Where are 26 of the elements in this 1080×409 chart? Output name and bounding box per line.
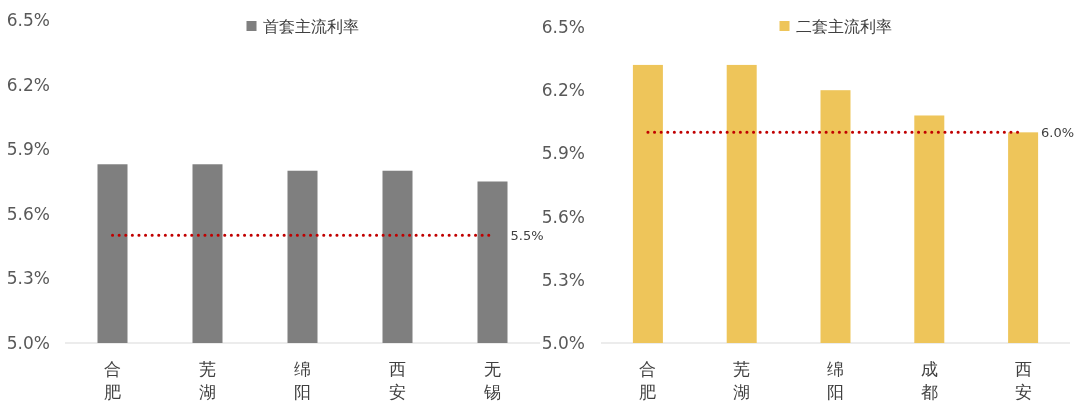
- y-tick-label: 6.2%: [6, 74, 50, 95]
- y-tick-label: 5.9%: [6, 139, 50, 160]
- y-tick-label: 5.9%: [541, 143, 585, 164]
- y-tick-label: 5.3%: [541, 269, 585, 290]
- y-tick-label: 6.5%: [541, 17, 585, 37]
- ref-line-label: 6.0%: [1041, 125, 1075, 141]
- y-tick-label: 5.3%: [6, 268, 50, 289]
- x-tick-label: 芜湖: [733, 359, 751, 402]
- y-tick-label: 6.2%: [541, 80, 585, 101]
- x-tick-label: 西安: [1014, 359, 1032, 402]
- y-tick-label: 6.5%: [6, 10, 50, 30]
- x-tick-label: 合肥: [639, 359, 657, 402]
- x-tick-label: 无锡: [483, 359, 501, 402]
- y-tick-label: 5.0%: [6, 333, 50, 353]
- x-tick-label: 合肥: [104, 359, 121, 402]
- legend-label: 首套主流利率: [262, 17, 359, 36]
- y-tick-label: 5.6%: [6, 203, 50, 224]
- y-tick-label: 5.6%: [541, 206, 585, 227]
- y-tick-label: 5.0%: [541, 333, 585, 353]
- legend-label: 二套主流利率: [795, 17, 892, 36]
- x-tick-label: 成都: [920, 359, 938, 402]
- x-tick-label: 绵阳: [827, 359, 844, 402]
- x-tick-label: 西安: [389, 359, 406, 402]
- x-tick-label: 芜湖: [199, 359, 216, 402]
- ref-line-label: 5.5%: [510, 228, 544, 244]
- x-tick-label: 绵阳: [294, 359, 311, 402]
